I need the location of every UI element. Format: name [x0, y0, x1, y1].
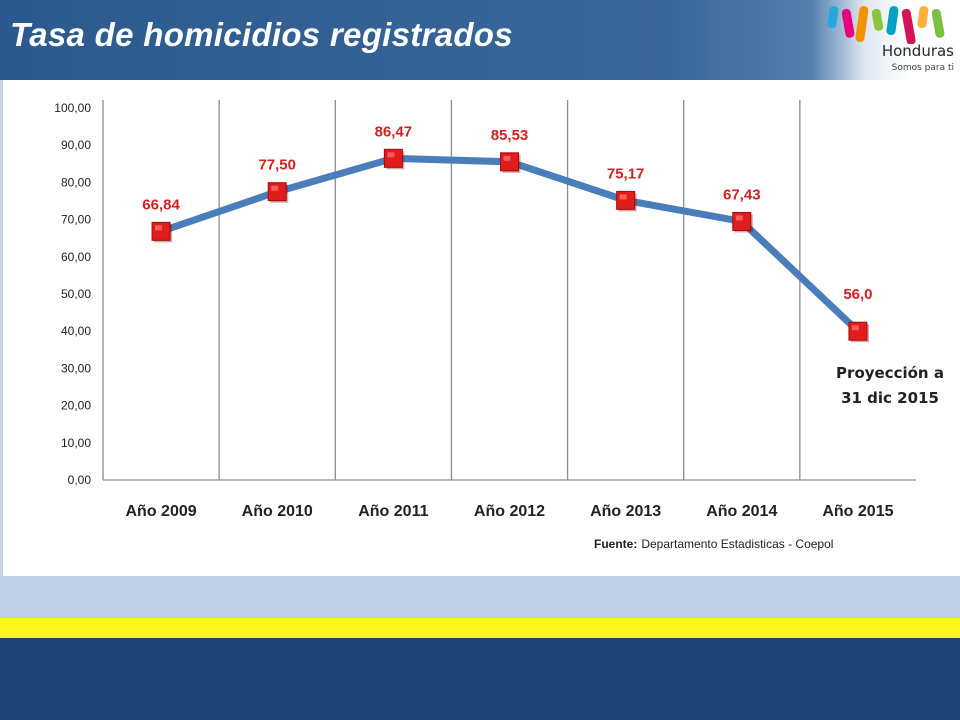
x-tick-label: Año 2009: [126, 503, 197, 520]
data-marker: [500, 152, 519, 172]
honduras-logo: Honduras Somos para ti: [812, 0, 960, 80]
x-tick-label: Año 2015: [822, 503, 893, 520]
logo-stripe: [871, 8, 884, 31]
logo-name: Honduras: [881, 42, 954, 60]
y-tick-label: 80,00: [61, 175, 91, 189]
y-tick-label: 10,00: [61, 436, 91, 450]
x-tick-label: Año 2011: [358, 503, 428, 520]
x-tick-label: Año 2014: [706, 503, 777, 520]
chart-area: 0,00 10,00 20,00 30,00 40,00 50,00 60,00 70,00 8…: [0, 80, 960, 576]
y-tick-label: 50,00: [61, 287, 91, 301]
y-tick-label: 70,00: [61, 213, 91, 227]
source-label: Fuente:: [594, 537, 637, 551]
logo-stripe: [917, 6, 929, 29]
data-marker: [383, 148, 403, 168]
y-tick-label: 0,00: [68, 473, 92, 487]
footer-band-dark: [0, 638, 960, 720]
data-marker-highlight: [387, 152, 395, 158]
footer-band-yellow: [0, 618, 960, 638]
logo-stripe: [855, 6, 869, 42]
data-marker-highlight: [851, 325, 859, 331]
logo-stripe: [841, 8, 855, 38]
page-title: Tasa de homicidios registrados: [10, 16, 513, 53]
logo-stripe: [901, 8, 916, 44]
source-note: Fuente: Departamento Estadisticas - Coepo…: [594, 537, 833, 551]
y-tick-label: 60,00: [61, 250, 91, 264]
data-label: 85,53: [491, 127, 529, 144]
data-marker: [848, 321, 868, 341]
data-label: 56,0: [843, 286, 872, 303]
data-marker-highlight: [735, 215, 743, 221]
y-tick-label: 40,00: [61, 324, 91, 338]
left-divider: [0, 80, 3, 576]
data-marker: [267, 182, 287, 202]
data-marker: [732, 211, 752, 231]
x-tick-label: Año 2013: [590, 503, 661, 520]
data-marker: [616, 190, 636, 210]
data-marker-highlight: [271, 185, 279, 191]
data-label: 75,17: [607, 165, 645, 182]
y-tick-label: 100,00: [54, 101, 91, 115]
logo-stripe: [827, 6, 839, 29]
data-label: 67,43: [723, 186, 761, 203]
data-marker-highlight: [619, 194, 627, 200]
y-tick-labels: 0,00 10,00 20,00 30,00 40,00 50,00 60,00 70,00 8…: [54, 101, 91, 487]
projection-note-line2: 31 dic 2015: [841, 389, 939, 407]
y-tick-label: 90,00: [61, 138, 91, 152]
series-line-path: [157, 154, 862, 335]
data-marker: [151, 221, 171, 241]
logo-stripe: [931, 8, 945, 38]
x-tick-label: Año 2010: [242, 503, 313, 520]
data-label: 86,47: [375, 123, 413, 140]
logo-tagline: Somos para ti: [891, 63, 954, 73]
axes: [102, 100, 916, 481]
y-tick-label: 30,00: [61, 361, 91, 375]
header-bar: Tasa de homicidios registrados: [0, 0, 960, 80]
logo-stripes-icon: [827, 6, 945, 44]
logo-stripe: [886, 6, 899, 36]
data-labels: 66,84 77,50 86,47 85,53 75,17 67,43 56,0: [142, 123, 872, 303]
projection-note-line1: Proyección a: [836, 364, 944, 382]
data-marker-highlight: [155, 225, 163, 231]
x-tick-label: Año 2012: [474, 503, 545, 520]
x-tick-labels: Año 2009 Año 2010 Año 2011 Año 2012 Año 2013…: [126, 503, 894, 520]
source-text: Departamento Estadisticas - Coepol: [641, 537, 833, 551]
data-label: 77,50: [258, 157, 296, 174]
y-tick-label: 20,00: [61, 399, 91, 413]
homicide-rate-chart: 0,00 10,00 20,00 30,00 40,00 50,00 60,00 70,00 8…: [54, 100, 944, 551]
data-marker-highlight: [503, 155, 511, 161]
data-markers: [151, 148, 869, 343]
series-line: [157, 154, 862, 335]
data-label: 66,84: [142, 196, 180, 213]
footer-band-light: [0, 576, 960, 618]
